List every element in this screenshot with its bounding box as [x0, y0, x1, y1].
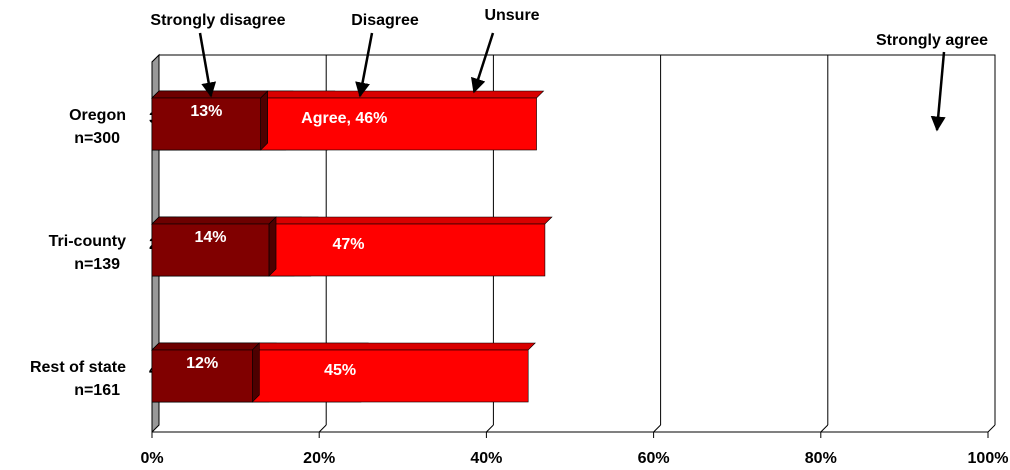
bar-segment	[151, 349, 253, 403]
gridline-depth	[987, 424, 996, 433]
bar-side-face	[268, 216, 277, 277]
annotation-arrow	[470, 32, 495, 94]
data-label: 45%	[324, 362, 356, 379]
annotation-label: Unsure	[484, 7, 539, 24]
x-tick-label: 40%	[470, 450, 502, 467]
bar-segment	[151, 97, 261, 151]
annotation-label: Disagree	[351, 12, 419, 29]
data-label: 14%	[195, 229, 227, 246]
annotation-label: Strongly disagree	[150, 12, 285, 29]
gridline-depth	[318, 424, 327, 433]
bar-top-face	[151, 216, 277, 225]
category-label: Tri-county	[49, 233, 126, 250]
annotation-arrow	[355, 32, 374, 98]
data-label: 47%	[332, 236, 364, 253]
bars: 16%21%3%Agree, 46%13%19%17%2%47%14%14%25…	[149, 90, 553, 403]
bar-side-face	[260, 90, 268, 151]
annotation-label: Strongly agree	[876, 32, 988, 49]
category-label: Rest of state	[30, 359, 126, 376]
bar-segment	[151, 223, 270, 277]
gridline-depth	[653, 424, 661, 433]
category-sublabel: n=139	[74, 256, 120, 273]
category-label: Oregon	[69, 107, 126, 124]
category-sublabel: n=161	[74, 382, 120, 399]
annotation-arrow	[198, 32, 217, 98]
x-tick-label: 80%	[805, 450, 837, 467]
bar-top-face	[151, 342, 261, 351]
x-tick-label: 20%	[303, 450, 335, 467]
x-tick-label: 60%	[638, 450, 670, 467]
bar-side-face	[252, 342, 260, 403]
annotations: Strongly disagree Disagree Unsure Strongly …	[150, 7, 988, 132]
x-axis: 0% 20% 40% 60% 80% 100%	[140, 431, 1009, 467]
data-label: 12%	[186, 355, 218, 372]
x-tick-label: 100%	[968, 450, 1009, 467]
data-label: Agree, 46%	[301, 110, 387, 127]
category-sublabel: n=300	[74, 130, 120, 147]
x-tick-label: 0%	[140, 450, 163, 467]
gridline-depth	[486, 424, 494, 433]
category-labels: Oregon n=300 Tri-county n=139 Rest of state n…	[30, 107, 126, 399]
gridline-depth	[820, 424, 829, 433]
annotation-arrow	[930, 51, 946, 132]
data-label: 13%	[190, 103, 222, 120]
